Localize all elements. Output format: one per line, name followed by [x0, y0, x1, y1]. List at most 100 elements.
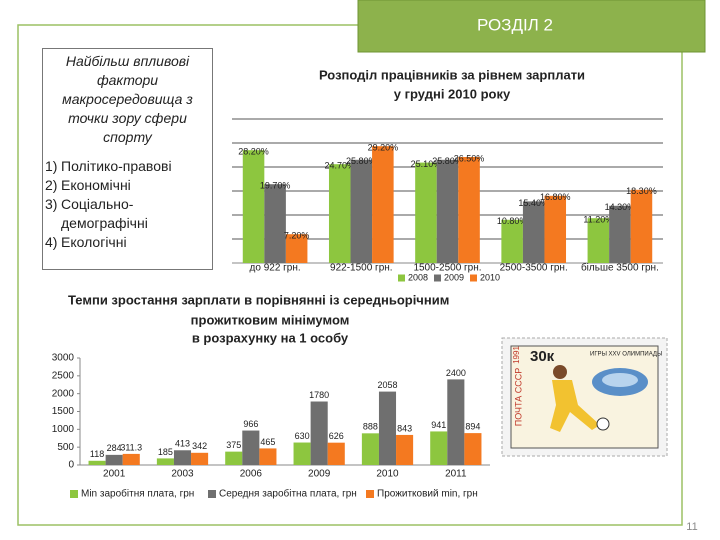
bar — [361, 433, 379, 465]
value-label: 28.20% — [238, 147, 269, 157]
header-box — [357, 0, 706, 53]
legend-swatch — [208, 490, 216, 498]
x-tick-label: 2003 — [171, 469, 194, 480]
stamp-year: 1991 — [512, 346, 521, 364]
value-label: 626 — [329, 431, 344, 441]
ball — [596, 417, 610, 431]
x-tick-label: 2009 — [308, 469, 331, 480]
slide-frame — [17, 24, 683, 526]
chart-title: у грудні 2010 року — [394, 86, 511, 101]
stamp-image — [510, 345, 659, 449]
bar — [458, 157, 480, 263]
value-label: 1780 — [309, 390, 329, 400]
bar — [242, 150, 265, 263]
player — [550, 380, 600, 432]
value-label: 375 — [226, 440, 241, 450]
bar — [156, 458, 174, 465]
bar — [396, 434, 414, 465]
legend-swatch — [470, 274, 477, 282]
bar — [328, 164, 351, 263]
value-label: 19.70% — [260, 181, 291, 191]
value-label: 16.80% — [540, 192, 571, 202]
legend-label: 2008 — [408, 272, 428, 282]
bar — [415, 162, 437, 263]
factors-title: Найбільш впливові фактори макросередовищ… — [62, 53, 193, 145]
value-label: 843 — [397, 423, 412, 433]
x-tick-label: 2006 — [240, 469, 263, 480]
y-tick-label: 2000 — [52, 388, 75, 399]
stamp-country: ПОЧТА СССР — [513, 368, 523, 426]
chart-title: Розподіл працівників за рівнем зарплати — [319, 67, 585, 82]
x-tick-label: 2500-3500 грн. — [500, 263, 568, 274]
x-tick-label: до 922 грн. — [250, 263, 301, 274]
y-tick-label: 1500 — [52, 406, 75, 417]
value-label: 25.10% — [411, 159, 442, 169]
bar — [242, 430, 260, 465]
factor-item: Політико-правові — [45, 157, 172, 176]
bar — [522, 201, 545, 263]
factor-item: Соціально-демографічні — [45, 195, 148, 231]
page-number: 11 — [686, 521, 697, 533]
legend-label: Середня заробітна плата, грн — [219, 488, 357, 500]
chart-title: прожитковим мінімумом — [191, 312, 350, 327]
legend-swatch — [434, 274, 441, 282]
factor-item: Екологічні — [45, 233, 127, 252]
factor-item: Економічні — [45, 176, 131, 195]
bar — [88, 460, 106, 465]
value-label: 284 — [107, 443, 122, 453]
bar — [293, 442, 311, 465]
value-label: 630 — [295, 431, 310, 441]
bar — [378, 391, 397, 465]
value-label: 465 — [260, 437, 275, 447]
y-tick-label: 1000 — [52, 424, 75, 435]
legend-label: Прожитковий min, грн — [377, 489, 478, 500]
bar — [587, 218, 610, 263]
bar — [310, 401, 328, 465]
value-label: 185 — [158, 447, 173, 457]
stamp-value: 30к — [530, 348, 555, 365]
stamp: 30к ИГРЫ XXV ОЛИМПИАДЫ ПОЧТА СССР 1991 — [501, 337, 668, 457]
bar — [285, 234, 308, 263]
x-tick-label: 2001 — [103, 469, 126, 480]
bar — [105, 454, 123, 465]
x-tick-label: 2010 — [376, 469, 399, 480]
factors-list: Політико-правові Економічні Соціально-де… — [43, 157, 212, 252]
bar — [609, 205, 631, 263]
bar — [122, 453, 140, 465]
y-tick-label: 500 — [57, 442, 74, 453]
value-label: 7.20% — [284, 231, 310, 241]
x-tick-label: 922-1500 грн. — [330, 263, 393, 274]
value-label: 2058 — [377, 380, 397, 390]
bar — [501, 219, 523, 263]
stadium-field — [602, 373, 638, 387]
player-head — [553, 365, 567, 379]
x-tick-label: більше 3500 грн. — [581, 262, 659, 274]
legend-swatch — [70, 490, 78, 498]
bar — [464, 433, 482, 465]
bar — [173, 450, 192, 465]
bar — [430, 431, 448, 465]
value-label: 10.80% — [497, 216, 528, 226]
legend-swatch — [398, 274, 405, 282]
bar — [327, 442, 345, 465]
bar — [372, 146, 394, 263]
value-label: 15.40% — [518, 198, 549, 208]
value-label: 29.20% — [368, 143, 399, 153]
bar — [259, 448, 277, 465]
value-label: 14.30% — [605, 202, 636, 212]
value-label: 888 — [363, 422, 378, 432]
bar — [544, 195, 567, 263]
value-label: 11.20% — [583, 215, 613, 225]
factors-box: Найбільш впливові фактори макросередовищ… — [42, 48, 213, 270]
value-label: 18.30% — [626, 186, 657, 196]
legend-label: 2009 — [444, 272, 464, 282]
bar — [264, 184, 286, 263]
bar — [630, 189, 653, 263]
section-title: РОЗДІЛ 2 — [477, 15, 553, 34]
chart-title: Темпи зростання зарплати в порівнянні із… — [68, 292, 449, 307]
stamp-event: ИГРЫ XXV ОЛИМПИАДЫ — [590, 352, 662, 358]
value-label: 311.3 — [120, 442, 142, 452]
value-label: 26.50% — [454, 153, 485, 163]
